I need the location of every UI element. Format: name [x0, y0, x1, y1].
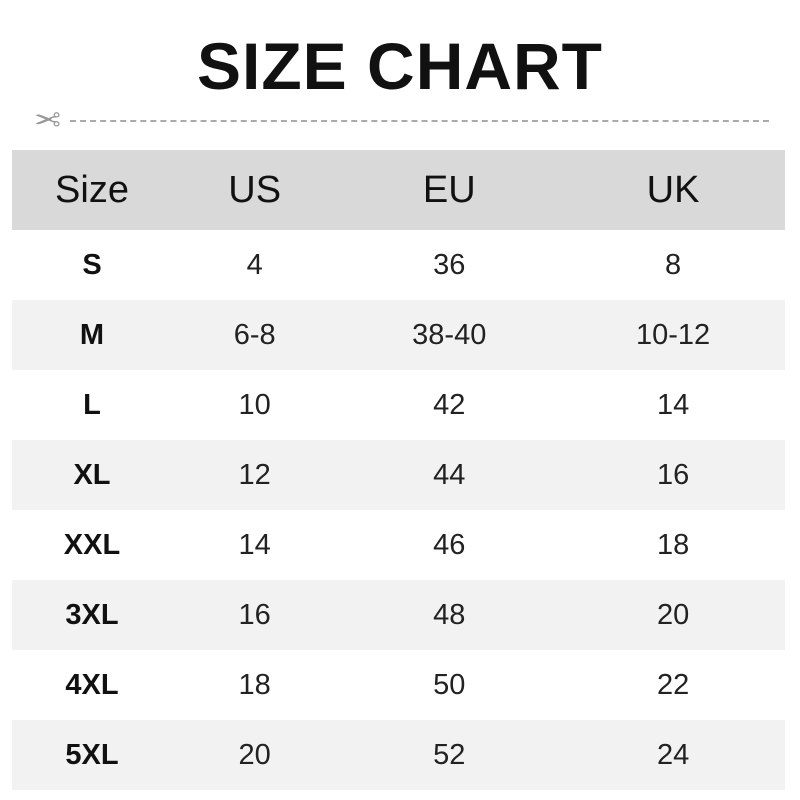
table-cell: 18 — [656, 528, 690, 561]
size-cell: 5XL — [12, 720, 172, 790]
size-table: Size US EU UK S 4 36 8 M 6-8 38-40 10-12 L 10 42 14 XL 1… — [12, 150, 785, 790]
table-row: XL 12 44 16 — [12, 440, 785, 510]
table-cell: 20 — [172, 720, 338, 790]
table-row: 3XL 16 48 20 — [12, 580, 785, 650]
table-row: 5XL 20 52 24 — [12, 720, 785, 790]
table-cell: 6-8 — [172, 300, 338, 370]
table-row: S 4 36 8 — [12, 230, 785, 300]
table-cell: 42 — [433, 388, 466, 421]
table-cell: 22 — [656, 668, 690, 701]
table-cell: 18 — [238, 668, 271, 701]
table-row: L 10 42 14 — [12, 370, 785, 440]
dashed-divider — [70, 120, 769, 122]
size-cell: 4XL — [65, 668, 119, 701]
column-header-us: US — [172, 150, 338, 230]
cut-line: ✂ — [34, 102, 769, 138]
size-cell: L — [83, 388, 101, 421]
table-header-row: Size US EU UK — [12, 150, 785, 230]
size-cell: 3XL — [12, 580, 172, 650]
table-cell: 38-40 — [337, 300, 562, 370]
table-cell: 16 — [172, 580, 338, 650]
size-cell: XL — [12, 440, 172, 510]
table-cell: 14 — [656, 388, 690, 421]
table-cell: 44 — [337, 440, 562, 510]
table-cell: 10 — [238, 388, 271, 421]
table-row: 4XL 18 50 22 — [12, 650, 785, 720]
table-cell: 12 — [172, 440, 338, 510]
table-cell: 20 — [561, 580, 785, 650]
table-cell: 48 — [337, 580, 562, 650]
table-cell: 46 — [433, 528, 466, 561]
table-row: M 6-8 38-40 10-12 — [12, 300, 785, 370]
table-cell: 10-12 — [561, 300, 785, 370]
table-cell: 36 — [433, 248, 466, 281]
size-cell: M — [12, 300, 172, 370]
column-header-uk: UK — [561, 150, 785, 230]
table-cell: 50 — [433, 668, 466, 701]
size-cell: XXL — [63, 528, 121, 561]
table-cell: 52 — [337, 720, 562, 790]
size-cell: S — [82, 248, 102, 281]
table-cell: 8 — [665, 248, 682, 281]
page-title: SIZE CHART — [197, 29, 603, 103]
column-header-eu: EU — [337, 150, 562, 230]
table-row: XXL 14 46 18 — [12, 510, 785, 580]
table-cell: 16 — [561, 440, 785, 510]
table-cell: 24 — [561, 720, 785, 790]
scissors-icon: ✂ — [34, 102, 61, 138]
column-header-size: Size — [12, 150, 172, 230]
table-cell: 4 — [246, 248, 263, 281]
table-cell: 14 — [238, 528, 271, 561]
